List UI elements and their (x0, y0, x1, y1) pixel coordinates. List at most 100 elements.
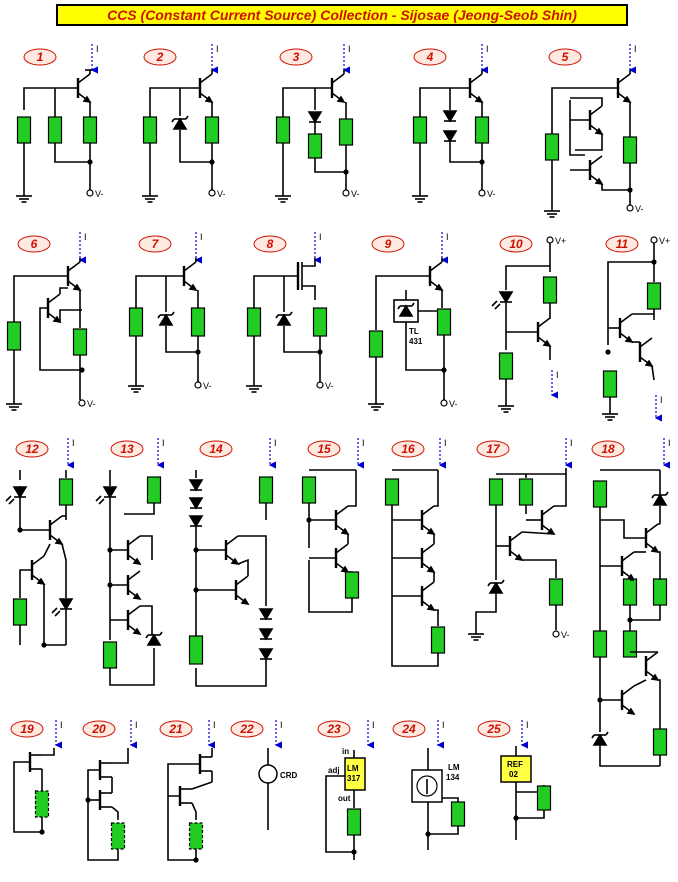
wire (8, 498, 15, 505)
wire (651, 494, 655, 499)
terminal (342, 189, 350, 197)
emitter-arrow (204, 95, 214, 104)
diode (146, 633, 162, 646)
text-label: I (526, 720, 529, 730)
terminal (78, 399, 86, 407)
wire (554, 474, 567, 507)
resistor (47, 116, 63, 144)
text-label: I (668, 438, 671, 448)
circuit-number: 10 (509, 237, 523, 251)
diode (276, 313, 292, 326)
emitter-arrow (54, 537, 64, 546)
circuit-number: 7 (152, 237, 160, 251)
circuit-number: 24 (401, 722, 416, 736)
junction-dot (425, 831, 431, 837)
wire (237, 558, 249, 576)
wire (225, 535, 239, 546)
terminal (626, 204, 634, 212)
wire (157, 314, 161, 319)
emitter-arrow (340, 527, 350, 536)
resistor (498, 352, 514, 380)
wire (289, 311, 293, 316)
emitter-arrow (650, 673, 660, 682)
resistor (188, 822, 204, 850)
diode (442, 110, 458, 123)
circuit-number: 3 (293, 50, 300, 64)
circuit-number-badge (199, 440, 233, 458)
emitter-arrow (426, 603, 436, 612)
resistor (6, 321, 22, 351)
diode (258, 628, 274, 641)
diode (188, 479, 204, 492)
junction-dot (193, 857, 199, 863)
circuit-number: 17 (486, 442, 501, 456)
circuit-number-badge (23, 48, 57, 66)
terminal (86, 189, 94, 197)
circuit-number: 18 (601, 442, 615, 456)
text-label: I (96, 44, 99, 54)
terminal (478, 189, 486, 197)
emitter-arrow (650, 545, 660, 554)
text-label: I (84, 232, 87, 242)
wire (405, 322, 444, 371)
junction-dot (209, 159, 215, 165)
text-label: adj (328, 766, 340, 775)
circuit-number-badge (143, 48, 177, 66)
terminal (650, 236, 658, 244)
emitter-arrow (188, 283, 198, 292)
resistor (128, 307, 144, 337)
crd-symbol (258, 764, 278, 784)
resistor (622, 136, 638, 164)
diode (442, 130, 458, 143)
emitter-arrow (230, 557, 240, 566)
wire (537, 317, 551, 328)
diode (158, 313, 174, 326)
text-label: I (72, 438, 75, 448)
resistor (430, 626, 446, 654)
text-label: 02 (509, 770, 518, 779)
text-label: V- (203, 381, 212, 391)
wire (165, 326, 198, 353)
emitter-arrow (542, 339, 552, 348)
circuit-number-badge (82, 720, 116, 738)
circuit-drawings (5, 44, 670, 863)
wire (665, 491, 669, 496)
wire (124, 503, 155, 515)
wire (185, 115, 189, 120)
resistor (275, 116, 291, 144)
text-label: I (442, 720, 445, 730)
wire (61, 543, 67, 598)
diode (12, 486, 28, 499)
terminal (552, 630, 560, 638)
wire (238, 535, 267, 560)
wire (314, 158, 346, 173)
emitter-arrow (624, 335, 634, 344)
circuit-number: 23 (326, 722, 341, 736)
wire (275, 314, 279, 319)
emitter-arrow (132, 592, 142, 601)
text-label: V- (351, 189, 360, 199)
wire (95, 495, 102, 502)
circuit-number-badge (591, 440, 625, 458)
diode (398, 304, 414, 317)
diode (58, 598, 74, 611)
circuit-number-badge (138, 235, 172, 253)
text-label: V- (217, 189, 226, 199)
wire (167, 763, 200, 796)
emitter-arrow (336, 95, 346, 104)
wire (135, 275, 184, 308)
text-label: out (338, 794, 351, 803)
text-label: 317 (347, 774, 361, 783)
wire (191, 802, 197, 820)
circuit-number-badge (10, 720, 44, 738)
circuit-number: 22 (239, 722, 254, 736)
emitter-arrow (36, 577, 46, 586)
junction-dot (597, 697, 603, 703)
resistor (602, 370, 618, 398)
text-label: I (213, 720, 216, 730)
text-label: I (280, 720, 283, 730)
resistor (368, 330, 384, 358)
wire (77, 73, 91, 84)
wire (98, 498, 105, 505)
resistor (102, 641, 118, 669)
